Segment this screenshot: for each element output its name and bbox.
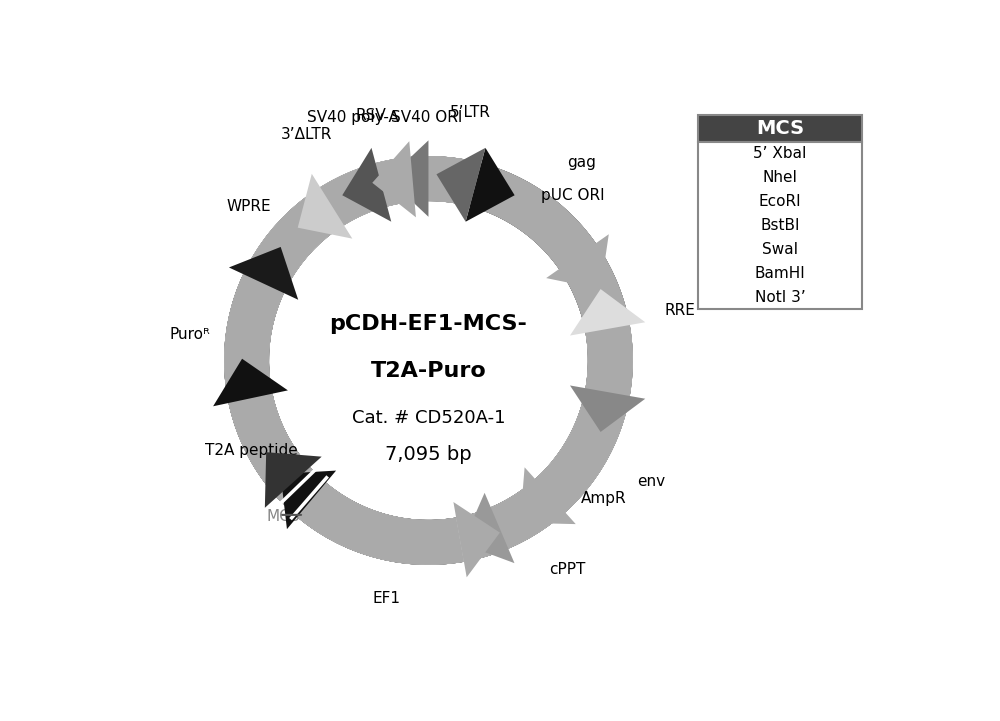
- Polygon shape: [229, 394, 310, 497]
- Polygon shape: [453, 502, 500, 578]
- Text: BstBI: BstBI: [760, 218, 800, 233]
- Text: AmpR: AmpR: [580, 491, 626, 506]
- Polygon shape: [462, 492, 514, 563]
- Text: gag: gag: [567, 156, 596, 170]
- Polygon shape: [559, 243, 633, 396]
- Text: 3’ΔLTR: 3’ΔLTR: [281, 127, 333, 142]
- Polygon shape: [224, 156, 633, 565]
- Text: WPRE: WPRE: [227, 199, 272, 214]
- Text: RSV: RSV: [356, 108, 387, 123]
- Text: SwaI: SwaI: [762, 242, 798, 257]
- Polygon shape: [466, 148, 515, 221]
- Text: EcoRI: EcoRI: [759, 194, 801, 209]
- Text: 7,095 bp: 7,095 bp: [385, 445, 472, 464]
- Text: MCS: MCS: [267, 509, 300, 524]
- Polygon shape: [436, 148, 485, 221]
- Polygon shape: [224, 156, 630, 565]
- Polygon shape: [298, 174, 352, 239]
- Text: 5’LTR: 5’LTR: [449, 105, 490, 120]
- Polygon shape: [570, 386, 645, 432]
- FancyBboxPatch shape: [698, 115, 862, 142]
- Text: Puroᴿ: Puroᴿ: [169, 327, 210, 342]
- Text: T2A-Puro: T2A-Puro: [371, 360, 486, 381]
- Polygon shape: [388, 141, 428, 217]
- Polygon shape: [491, 479, 565, 549]
- Text: EF1: EF1: [373, 590, 401, 606]
- Polygon shape: [265, 452, 322, 508]
- Wedge shape: [224, 156, 633, 565]
- Text: RRE: RRE: [664, 303, 695, 318]
- Polygon shape: [570, 289, 645, 335]
- Text: Cat. # CD520A-1: Cat. # CD520A-1: [352, 409, 505, 427]
- Polygon shape: [342, 148, 391, 221]
- FancyBboxPatch shape: [698, 142, 862, 309]
- Polygon shape: [535, 388, 630, 513]
- Text: NotI 3’: NotI 3’: [755, 290, 805, 305]
- Text: env: env: [637, 474, 665, 489]
- Text: T2A peptide: T2A peptide: [205, 443, 298, 459]
- Text: NheI: NheI: [763, 170, 798, 185]
- Polygon shape: [281, 471, 336, 529]
- Polygon shape: [520, 467, 576, 524]
- Polygon shape: [277, 467, 326, 517]
- Text: 5’ XbaI: 5’ XbaI: [753, 146, 807, 162]
- Polygon shape: [224, 156, 633, 565]
- Text: SV40 ORI: SV40 ORI: [391, 110, 463, 125]
- Polygon shape: [224, 274, 284, 403]
- Text: cPPT: cPPT: [549, 562, 585, 577]
- Text: SV40 poly-A: SV40 poly-A: [307, 110, 399, 125]
- Text: pUC ORI: pUC ORI: [541, 188, 605, 203]
- Polygon shape: [372, 141, 416, 217]
- Polygon shape: [229, 247, 298, 300]
- Polygon shape: [213, 359, 288, 406]
- Polygon shape: [411, 156, 481, 206]
- Polygon shape: [224, 156, 633, 565]
- Text: MCS: MCS: [756, 119, 804, 138]
- Polygon shape: [470, 163, 596, 269]
- Text: BamHI: BamHI: [755, 266, 805, 281]
- Polygon shape: [546, 234, 609, 289]
- Polygon shape: [224, 156, 633, 565]
- Polygon shape: [411, 156, 633, 562]
- Text: pCDH-EF1-MCS-: pCDH-EF1-MCS-: [330, 314, 527, 334]
- Polygon shape: [297, 482, 508, 565]
- Polygon shape: [224, 156, 633, 565]
